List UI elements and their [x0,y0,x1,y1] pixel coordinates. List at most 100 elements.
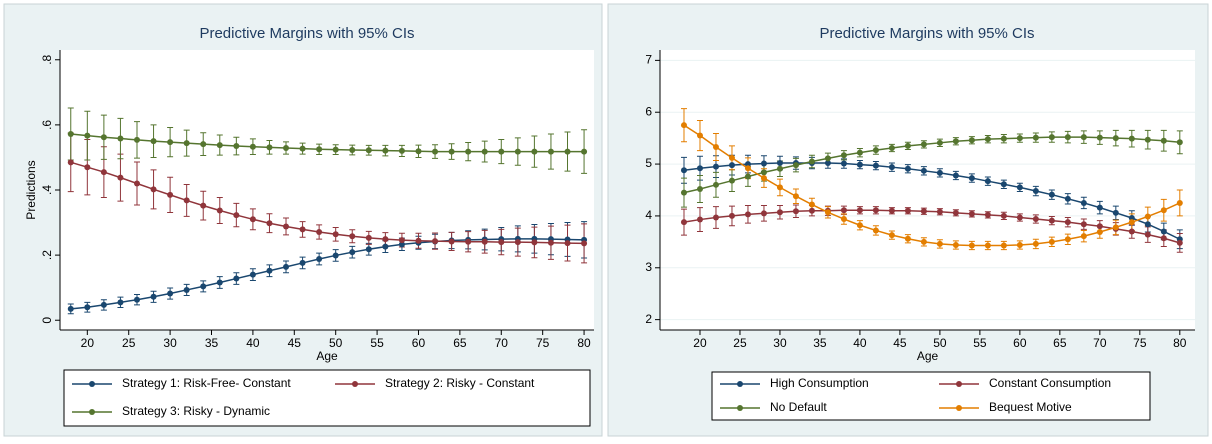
legend-marker [956,405,962,411]
plot-area [60,50,594,330]
data-point [1112,135,1119,142]
data-point [1128,215,1135,221]
data-point [984,178,991,185]
data-point [1016,184,1023,191]
x-tick-label: 50 [329,336,343,350]
data-point [1048,134,1055,141]
data-point [840,207,847,214]
data-point [1112,209,1119,216]
data-point [200,202,207,209]
data-point [920,238,927,245]
y-tick-label: 3 [645,260,652,274]
data-point [824,160,831,167]
data-point [712,214,719,221]
data-point [432,148,439,155]
data-point [904,207,911,214]
legend-label: Bequest Motive [989,400,1072,414]
data-point [1160,228,1167,235]
x-tick-label: 75 [536,336,550,350]
data-point [100,169,107,176]
data-point [283,263,290,270]
data-point [117,174,124,181]
data-point [1064,134,1071,141]
data-point [968,175,975,182]
data-point [398,147,405,154]
data-point [936,240,943,247]
data-point [167,139,174,146]
data-point [133,296,140,303]
data-point [712,163,719,170]
data-point [728,154,735,161]
data-point [1048,217,1055,224]
data-point [728,212,735,219]
data-point [776,184,783,191]
legend-marker [89,381,95,387]
data-point [84,304,91,311]
data-point [1176,239,1183,246]
data-point [856,149,863,156]
data-point [728,162,735,169]
data-point [1064,236,1071,243]
data-point [1128,135,1135,142]
x-tick-label: 80 [577,336,591,350]
chart-title: Predictive Margins with 95% CIs [819,25,1034,42]
data-point [432,238,439,245]
data-point [760,175,767,182]
data-point [299,226,306,233]
data-point [680,122,687,129]
data-point [1016,135,1023,142]
plot-area [660,50,1195,330]
data-point [1096,229,1103,235]
legend-marker [352,381,358,387]
data-point [514,239,521,246]
data-point [824,155,831,162]
data-point [776,160,783,167]
data-point [792,193,799,200]
data-point [792,208,799,215]
data-point [712,181,719,188]
legend-label: Strategy 1: Risk-Free- Constant [122,376,291,390]
data-point [581,240,588,247]
data-point [808,207,815,214]
data-point [266,144,273,151]
data-point [448,148,455,155]
data-point [283,223,290,230]
x-tick-label: 25 [733,336,747,350]
data-point [1064,195,1071,202]
x-tick-label: 55 [370,336,384,350]
legend-label: No Default [770,400,827,414]
data-point [283,145,290,151]
data-point [382,243,389,250]
data-point [200,141,207,148]
x-tick-label: 55 [973,336,987,350]
data-point [888,164,895,171]
x-axis-title: Age [917,349,939,363]
data-point [952,172,959,179]
data-point [1000,135,1007,142]
data-point [984,211,991,218]
y-tick-label: 6 [645,104,652,118]
x-tick-label: 80 [1173,336,1187,350]
x-tick-label: 50 [933,336,947,350]
y-tick-label: 0 [40,317,54,324]
legend-label: Strategy 2: Risky - Constant [385,376,535,390]
data-point [680,167,687,174]
x-tick-label: 20 [693,336,707,350]
data-point [1016,241,1023,248]
y-tick-label: 2 [645,312,652,326]
data-point [266,267,273,274]
x-tick-label: 40 [246,336,260,350]
y-tick-label: .8 [40,54,54,64]
data-point [1096,134,1103,141]
data-point [531,239,538,246]
y-tick-label: .4 [40,185,54,195]
y-tick-label: .6 [40,120,54,130]
data-point [415,237,422,244]
y-tick-label: 7 [645,53,652,67]
data-point [1080,199,1087,206]
data-point [856,161,863,168]
data-point [840,160,847,167]
data-point [316,229,323,235]
data-point [183,197,190,204]
data-point [382,236,389,243]
